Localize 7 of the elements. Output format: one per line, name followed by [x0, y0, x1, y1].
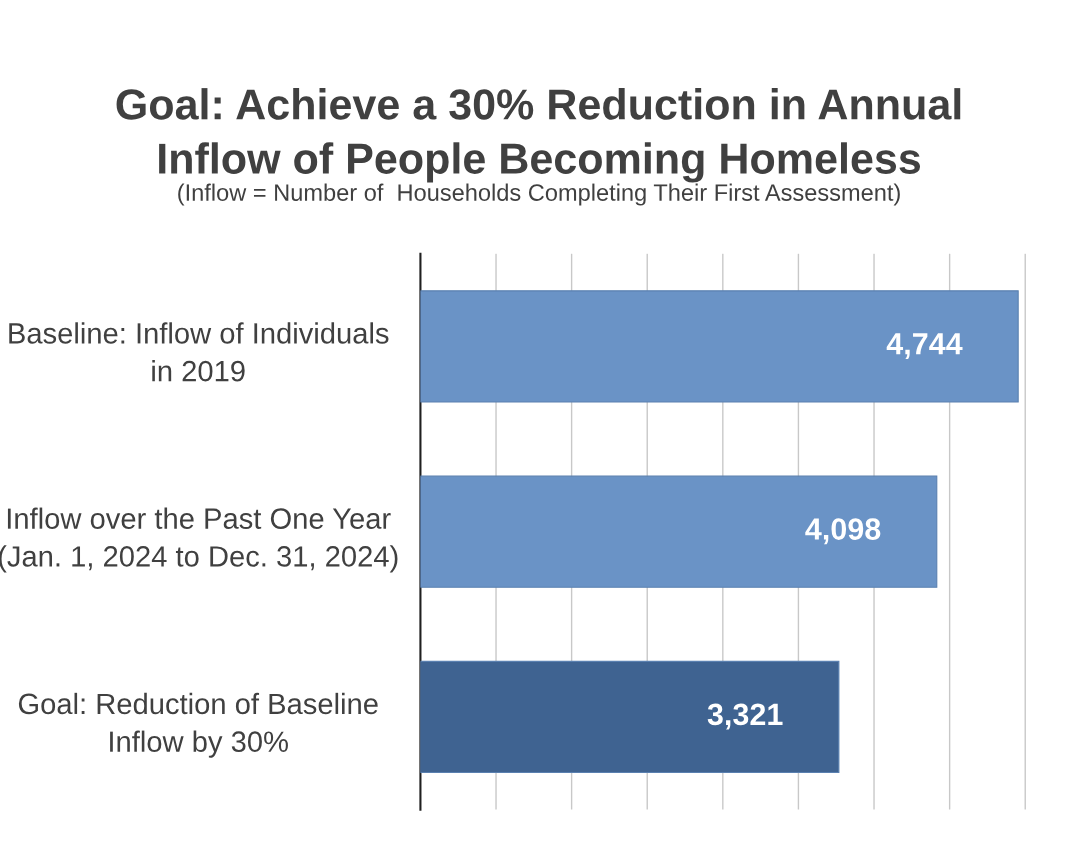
y-tick-label: Goal: Reduction of Baseline Inflow by 30% [18, 692, 378, 758]
chart-title: Goal: Achieve a 30% Reduction in Annual Inflow of People Becoming Homeless [116, 88, 961, 183]
y-tick-label: Baseline: Inflow of Individuals in 2019 [9, 322, 389, 382]
chart-subtitle: (Inflow = Number of Households Completing Their First Assessment) [178, 183, 900, 206]
data-label: 3,321 [707, 703, 783, 730]
data-label: 4,098 [805, 518, 881, 545]
data-label: 4,744 [886, 333, 963, 360]
